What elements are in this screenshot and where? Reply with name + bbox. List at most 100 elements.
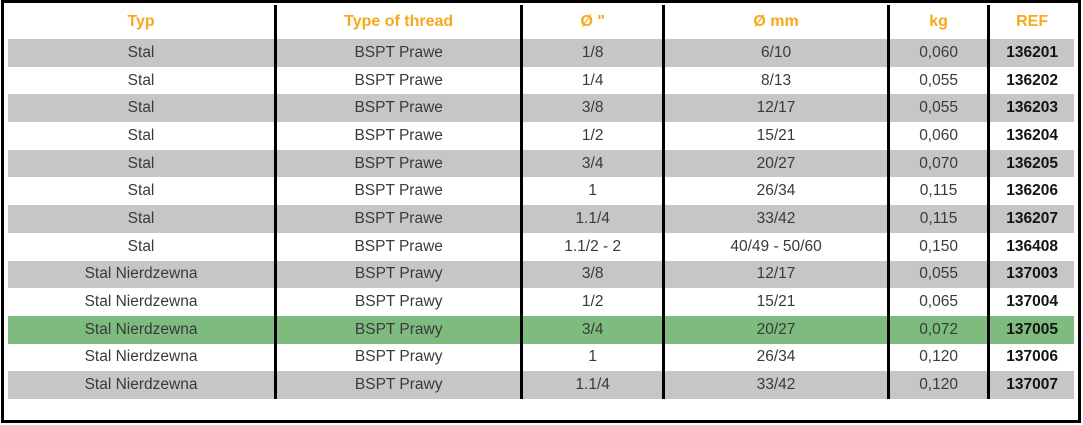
column-header-thread: Type of thread [275,5,524,39]
cell-kg: 0,150 [888,232,991,261]
cell-d_inch: 3/4 [521,315,666,344]
cell-d_mm: 33/42 [663,205,890,233]
cell-kg: 0,055 [888,260,991,289]
table-row: Stal BSPT Prawe 1.1/4 33/42 0,115 136207 [8,205,1074,233]
cell-d_inch: 1 [521,343,666,372]
cell-thread: BSPT Prawe [275,205,524,233]
cell-kg: 0,072 [888,315,991,344]
cell-thread: BSPT Prawe [275,149,524,178]
cell-d_mm: 20/27 [663,149,890,178]
cell-typ: Stal [8,39,278,67]
cell-d_mm: 6/10 [663,39,890,67]
cell-kg: 0,055 [888,66,991,95]
table-row: Stal Nierdzewna BSPT Prawy 1.1/4 33/42 0,120… [8,371,1074,399]
table-row: Stal Nierdzewna BSPT Prawy 1/2 15/21 0,065 13… [8,288,1074,316]
cell-kg: 0,065 [888,288,991,316]
cell-d_inch: 1/4 [521,66,666,95]
cell-kg: 0,115 [888,205,991,233]
cell-typ: Stal Nierdzewna [8,315,278,344]
cell-typ: Stal [8,205,278,233]
table-row: Stal Nierdzewna BSPT Prawy 1 26/34 0,120 1370… [8,343,1074,372]
cell-ref: 137007 [1006,376,1058,394]
cell-d_mm: 15/21 [663,122,890,150]
cell-d_inch: 3/4 [521,149,666,178]
cell-d_inch: 1/2 [521,288,666,316]
column-header-d_mm: Ø mm [663,5,890,39]
cell-d_mm: 33/42 [663,371,890,399]
cell-typ: Stal [8,149,278,178]
cell-typ: Stal Nierdzewna [8,288,278,316]
cell-d_mm: 40/49 - 50/60 [663,232,890,261]
cell-thread: BSPT Prawe [275,232,524,261]
cell-typ: Stal [8,232,278,261]
cell-d_inch: 1.1/4 [521,205,666,233]
cell-typ: Stal Nierdzewna [8,371,278,399]
header-row: Typ Type of thread Ø " Ø mm kg REF [8,5,1074,39]
cell-d_inch: 1/2 [521,122,666,150]
cell-d_inch: 3/8 [521,94,666,123]
column-header-typ: Typ [8,5,278,39]
highlighted-row: Stal Nierdzewna BSPT Prawy 3/4 20/27 0,072 13… [8,315,1074,344]
cell-d_mm: 26/34 [663,177,890,206]
cell-d_mm: 26/34 [663,343,890,372]
cell-thread: BSPT Prawe [275,122,524,150]
cell-thread: BSPT Prawe [275,39,524,67]
table-row: Stal BSPT Prawe 1/2 15/21 0,060 136204 [8,122,1074,150]
table-row: Stal BSPT Prawe 1/8 6/10 0,060 136201 [8,39,1074,67]
cell-thread: BSPT Prawy [275,315,524,344]
cell-kg: 0,060 [888,122,991,150]
cell-d_inch: 3/8 [521,260,666,289]
cell-d_mm: 20/27 [663,315,890,344]
cell-typ: Stal [8,94,278,123]
cell-d_inch: 1.1/4 [521,371,666,399]
cell-thread: BSPT Prawe [275,94,524,123]
cell-thread: BSPT Prawy [275,371,524,399]
table-row: Stal BSPT Prawe 1.1/2 - 2 40/49 - 50/60 0,15… [8,232,1074,261]
table-row: Stal BSPT Prawe 3/4 20/27 0,070 136205 [8,149,1074,178]
cell-ref: 137004 [1006,293,1058,311]
cell-kg: 0,120 [888,343,991,372]
table-row: Stal BSPT Prawe 1/4 8/13 0,055 136202 [8,66,1074,95]
cell-thread: BSPT Prawy [275,343,524,372]
column-header-kg: kg [888,5,991,39]
table-header: Typ Type of thread Ø " Ø mm kg REF [8,5,1074,39]
cell-typ: Stal [8,122,278,150]
cell-ref: 136205 [1006,154,1058,172]
cell-thread: BSPT Prawe [275,177,524,206]
cell-ref: 136204 [1006,126,1058,144]
table-body: Stal BSPT Prawe 1/8 6/10 0,060 136201 Stal BSPT… [8,39,1074,399]
cell-kg: 0,055 [888,94,991,123]
product-spec-table: Typ Type of thread Ø " Ø mm kg REF Stal BSPT P… [8,5,1074,399]
cell-typ: Stal Nierdzewna [8,260,278,289]
cell-kg: 0,060 [888,39,991,67]
cell-ref: 137003 [1006,265,1058,283]
table-row: Stal BSPT Prawe 3/8 12/17 0,055 136203 [8,94,1074,123]
column-header-d_inch: Ø " [521,5,666,39]
cell-ref: 137006 [1006,348,1058,366]
cell-d_inch: 1/8 [521,39,666,67]
cell-d_inch: 1 [521,177,666,206]
table-row: Stal Nierdzewna BSPT Prawy 3/8 12/17 0,055 13… [8,260,1074,289]
cell-d_mm: 15/21 [663,288,890,316]
cell-ref: 136207 [1006,209,1058,227]
cell-kg: 0,115 [888,177,991,206]
cell-kg: 0,120 [888,371,991,399]
cell-d_inch: 1.1/2 - 2 [521,232,666,261]
cell-ref: 136203 [1006,99,1058,117]
cell-typ: Stal [8,177,278,206]
cell-ref: 136206 [1006,182,1058,200]
cell-ref: 137005 [1006,320,1058,338]
cell-typ: Stal [8,66,278,95]
cell-ref: 136408 [1006,237,1058,255]
cell-thread: BSPT Prawy [275,260,524,289]
cell-typ: Stal Nierdzewna [8,343,278,372]
column-header-ref: REF [988,5,1074,39]
table-row: Stal BSPT Prawe 1 26/34 0,115 136206 [8,177,1074,206]
cell-thread: BSPT Prawy [275,288,524,316]
cell-ref: 136201 [1006,43,1058,61]
cell-ref: 136202 [1006,71,1058,89]
cell-thread: BSPT Prawe [275,66,524,95]
cell-d_mm: 8/13 [663,66,890,95]
cell-d_mm: 12/17 [663,260,890,289]
